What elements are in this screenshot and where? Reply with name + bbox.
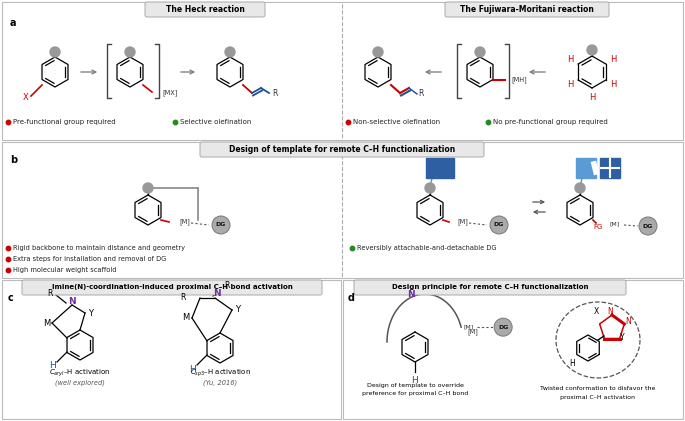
Circle shape bbox=[425, 183, 435, 193]
FancyBboxPatch shape bbox=[445, 2, 609, 17]
Circle shape bbox=[490, 216, 508, 234]
Text: Extra steps for installation and removal of DG: Extra steps for installation and removal… bbox=[13, 256, 166, 262]
Text: [M]: [M] bbox=[610, 221, 620, 226]
Text: Design of template for remote C–H functionalization: Design of template for remote C–H functi… bbox=[229, 145, 455, 154]
Text: (Yu, 2016): (Yu, 2016) bbox=[203, 380, 237, 386]
Circle shape bbox=[373, 47, 383, 57]
Text: $C_{sp3}$–H activation: $C_{sp3}$–H activation bbox=[190, 367, 251, 379]
Text: X: X bbox=[593, 307, 599, 317]
Text: Y: Y bbox=[236, 306, 240, 314]
Text: H: H bbox=[412, 376, 419, 385]
Text: N: N bbox=[408, 290, 415, 299]
Text: Selective olefination: Selective olefination bbox=[180, 119, 251, 125]
Text: Non-selective olefination: Non-selective olefination bbox=[353, 119, 440, 125]
Text: Imine(N)-coordination-induced proximal C–H bond activation: Imine(N)-coordination-induced proximal C… bbox=[51, 285, 292, 290]
Text: DG: DG bbox=[498, 325, 508, 330]
Text: (well explored): (well explored) bbox=[55, 380, 105, 386]
Text: FG: FG bbox=[593, 224, 603, 230]
Circle shape bbox=[225, 47, 235, 57]
Text: N: N bbox=[625, 317, 631, 327]
Circle shape bbox=[143, 183, 153, 193]
Circle shape bbox=[475, 47, 485, 57]
Circle shape bbox=[50, 47, 60, 57]
Text: H: H bbox=[567, 55, 573, 64]
Text: M: M bbox=[43, 319, 51, 328]
Circle shape bbox=[587, 45, 597, 55]
Text: Design of template to override: Design of template to override bbox=[366, 383, 464, 387]
Text: DG: DG bbox=[643, 224, 653, 229]
Text: H: H bbox=[190, 365, 197, 373]
Circle shape bbox=[494, 318, 512, 336]
Text: High molecular weight scaffold: High molecular weight scaffold bbox=[13, 267, 116, 273]
Text: b: b bbox=[10, 155, 17, 165]
Text: Design principle for remote C–H functionalization: Design principle for remote C–H function… bbox=[392, 285, 588, 290]
Text: M: M bbox=[182, 314, 190, 322]
Text: [M]: [M] bbox=[467, 329, 478, 336]
Bar bbox=[576, 158, 596, 178]
Text: X: X bbox=[23, 93, 29, 102]
Text: a: a bbox=[10, 18, 16, 28]
Text: Twisted conformation to disfavor the: Twisted conformation to disfavor the bbox=[540, 386, 656, 391]
Text: DG: DG bbox=[216, 223, 226, 227]
Text: proximal C–H activation: proximal C–H activation bbox=[560, 394, 636, 400]
Text: $C_{aryl}$–H activation: $C_{aryl}$–H activation bbox=[49, 367, 111, 379]
FancyBboxPatch shape bbox=[22, 280, 322, 295]
Text: N: N bbox=[68, 296, 76, 306]
Text: [MX]: [MX] bbox=[162, 90, 177, 96]
Text: R: R bbox=[224, 280, 229, 290]
Text: No pre-functional group required: No pre-functional group required bbox=[493, 119, 608, 125]
Circle shape bbox=[639, 217, 657, 235]
Text: Pre-functional group required: Pre-functional group required bbox=[13, 119, 116, 125]
Bar bbox=[426, 158, 454, 178]
Text: Y: Y bbox=[620, 333, 624, 343]
Bar bbox=[2, 142, 683, 278]
Text: N: N bbox=[607, 307, 613, 317]
Text: R: R bbox=[48, 288, 53, 298]
Text: H: H bbox=[589, 93, 595, 101]
Text: [MH]: [MH] bbox=[511, 77, 527, 83]
Text: c: c bbox=[8, 293, 14, 303]
Bar bbox=[2, 280, 341, 419]
Bar bbox=[600, 158, 620, 178]
Circle shape bbox=[212, 216, 230, 234]
Text: DG: DG bbox=[494, 223, 504, 227]
Text: The Fujiwara-Moritani reaction: The Fujiwara-Moritani reaction bbox=[460, 5, 594, 14]
Text: H: H bbox=[569, 360, 575, 368]
Text: [M]: [M] bbox=[179, 218, 190, 225]
Circle shape bbox=[125, 47, 135, 57]
Text: R: R bbox=[272, 88, 277, 98]
Text: Y: Y bbox=[88, 309, 93, 317]
Text: The Heck reaction: The Heck reaction bbox=[166, 5, 245, 14]
Circle shape bbox=[575, 183, 585, 193]
FancyBboxPatch shape bbox=[145, 2, 265, 17]
Text: R: R bbox=[418, 90, 423, 99]
Text: Rigid backbone to maintain distance and geometry: Rigid backbone to maintain distance and … bbox=[13, 245, 185, 251]
Text: preference for proximal C–H bond: preference for proximal C–H bond bbox=[362, 392, 468, 397]
Bar bbox=[2, 2, 683, 140]
FancyBboxPatch shape bbox=[354, 280, 626, 295]
Text: [M]: [M] bbox=[457, 218, 468, 225]
Text: N: N bbox=[213, 290, 221, 298]
Text: d: d bbox=[348, 293, 355, 303]
Text: H: H bbox=[49, 362, 56, 370]
Text: H: H bbox=[567, 80, 573, 89]
FancyBboxPatch shape bbox=[200, 142, 484, 157]
Bar bbox=[343, 280, 683, 419]
Text: H: H bbox=[610, 55, 616, 64]
Text: H: H bbox=[610, 80, 616, 89]
Text: Reversibly attachable-and-detachable DG: Reversibly attachable-and-detachable DG bbox=[357, 245, 497, 251]
Text: R: R bbox=[181, 293, 186, 303]
Text: [M]: [M] bbox=[463, 325, 473, 330]
